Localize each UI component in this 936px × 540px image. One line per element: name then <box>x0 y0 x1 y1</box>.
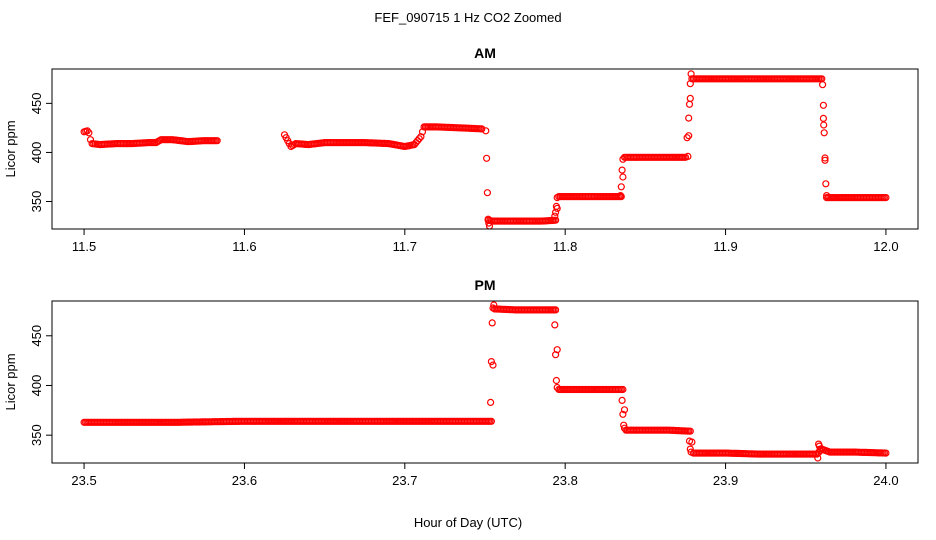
data-point <box>485 222 494 229</box>
x-tick-label: 23.8 <box>553 473 578 488</box>
data-point <box>478 125 486 133</box>
y-axis-label: Licor ppm <box>3 353 18 410</box>
data-point <box>685 437 694 445</box>
x-tick-label: 23.9 <box>713 473 738 488</box>
data-point <box>684 152 692 160</box>
y-tick-label: 350 <box>29 191 44 213</box>
data-point <box>619 410 627 418</box>
data-point <box>619 385 627 394</box>
data-point <box>617 193 625 201</box>
pm-panel: PM Licor ppm 23.5 23.6 23.7 23.8 23.9 24.0 350 40… <box>3 277 919 488</box>
x-tick-label: 11.6 <box>232 239 256 254</box>
data-point <box>815 442 824 450</box>
data-point <box>483 154 491 162</box>
y-tick-label: 400 <box>29 375 44 397</box>
data-point <box>617 183 625 191</box>
x-tick-label: 12.0 <box>873 239 898 254</box>
data-points <box>80 301 890 462</box>
data-point <box>687 70 695 78</box>
data-point <box>553 194 561 202</box>
data-point <box>685 100 694 108</box>
data-point <box>489 361 497 369</box>
data-point <box>83 127 91 135</box>
y-tick-label: 350 <box>29 424 44 446</box>
x-tick-label: 11.8 <box>553 239 577 254</box>
data-point <box>552 376 561 385</box>
data-point <box>819 114 828 123</box>
data-point <box>485 219 493 227</box>
data-point <box>619 155 627 163</box>
data-point <box>487 417 495 425</box>
data-point <box>618 166 626 174</box>
data-point <box>821 156 829 164</box>
data-point <box>819 101 828 109</box>
x-axis-label: Hour of Day (UTC) <box>414 515 522 530</box>
data-point <box>882 449 890 457</box>
data-point <box>822 192 831 200</box>
data-point <box>687 448 695 456</box>
data-point <box>482 127 490 135</box>
data-point <box>820 121 828 129</box>
panel-title: AM <box>474 45 496 61</box>
data-point <box>820 129 828 137</box>
x-tick-label: 23.5 <box>71 473 96 488</box>
y-tick-label: 400 <box>29 142 44 164</box>
x-tick-label: 11.9 <box>713 239 737 254</box>
data-point <box>616 192 625 200</box>
data-point <box>816 445 824 453</box>
data-point <box>822 180 830 188</box>
data-point <box>489 304 497 312</box>
data-point <box>552 202 561 210</box>
panel-title: PM <box>475 277 496 293</box>
plot-frame <box>51 68 919 230</box>
y-tick-label: 450 <box>29 93 44 115</box>
data-point <box>818 81 827 89</box>
data-point <box>618 396 626 404</box>
data-point <box>551 306 560 314</box>
data-point <box>685 114 693 122</box>
data-point <box>551 216 560 224</box>
figure-title: FEF_090715 1 Hz CO2 Zoomed <box>374 10 561 25</box>
data-point <box>620 406 629 414</box>
data-point <box>551 212 559 220</box>
data-point <box>620 421 628 429</box>
data-point <box>620 424 629 432</box>
data-point <box>551 321 559 329</box>
x-tick-label: 24.0 <box>873 473 898 488</box>
data-point <box>417 133 425 141</box>
data-point <box>487 358 495 366</box>
plot-frame <box>51 300 919 464</box>
data-point <box>882 194 890 202</box>
data-point <box>488 319 496 327</box>
data-point <box>685 132 693 140</box>
x-tick-label: 11.5 <box>72 239 96 254</box>
data-point <box>686 445 694 453</box>
data-point <box>551 351 560 359</box>
data-point <box>553 383 561 392</box>
x-tick-label: 23.6 <box>232 473 257 488</box>
y-tick-label: 450 <box>29 325 44 347</box>
data-point <box>683 134 691 142</box>
y-axis-label: Licor ppm <box>3 120 18 177</box>
data-point <box>686 80 694 88</box>
data-point <box>85 129 93 137</box>
data-points <box>80 70 890 229</box>
data-point <box>484 215 492 223</box>
data-point <box>487 398 495 406</box>
data-point <box>686 427 694 435</box>
x-tick-label: 23.7 <box>392 473 417 488</box>
data-point <box>814 454 822 462</box>
am-panel: AM Licor ppm 11.5 11.6 11.7 11.8 11.9 12.0 350 40… <box>3 45 919 254</box>
data-point <box>483 189 491 197</box>
data-point <box>213 137 221 145</box>
x-tick-label: 11.7 <box>393 239 417 254</box>
data-point <box>619 173 627 181</box>
data-point <box>490 301 498 309</box>
data-point <box>821 154 829 162</box>
data-point <box>415 135 423 143</box>
